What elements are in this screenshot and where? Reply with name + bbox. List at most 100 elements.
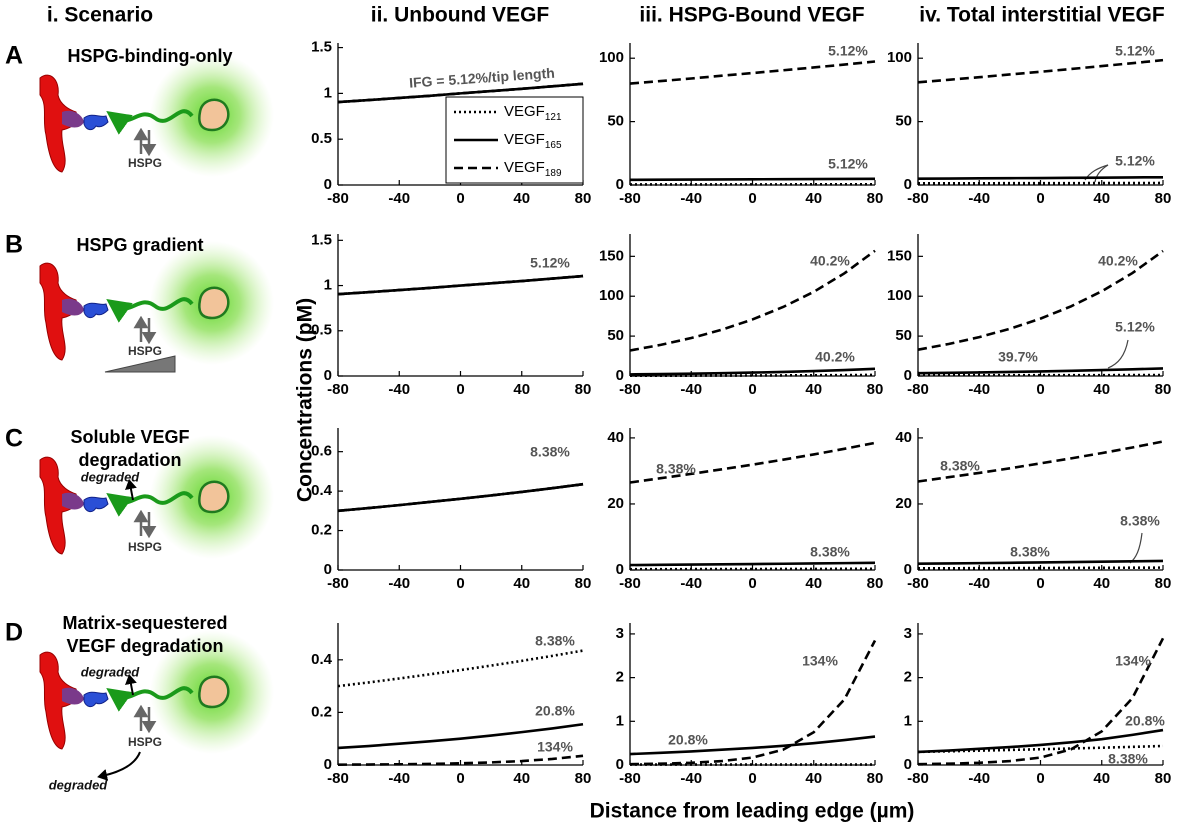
y-tick-label: 0	[616, 367, 624, 384]
x-tick-label: 40	[513, 770, 530, 787]
y-tick-label: 2	[616, 669, 624, 686]
y-tick-label: 40	[895, 429, 912, 446]
y-tick-label: 1	[324, 277, 332, 294]
y-tick-label: 50	[607, 113, 624, 130]
x-tick-label: 0	[1036, 190, 1044, 207]
annotation: 8.38%	[1108, 751, 1148, 767]
x-tick-label: -40	[968, 770, 990, 787]
x-tick-label: -40	[968, 190, 990, 207]
chart: 0 50 100 150 -80 -40 0 40 80 40.2% 40.2%	[599, 234, 883, 398]
data-line	[917, 58, 1164, 84]
y-tick-label: 100	[887, 287, 912, 304]
y-tick-label: 0	[904, 367, 912, 384]
annotation: 8.38%	[1120, 513, 1160, 529]
y-axis-label: Concentrations (pM)	[294, 298, 317, 502]
annotation: 20.8%	[535, 703, 575, 719]
data-line	[337, 649, 584, 688]
chart: 0 1 2 3 -80 -40 0 40 80 134% 20.8% 8.38%	[904, 623, 1172, 787]
x-tick-label: 0	[456, 381, 464, 398]
y-tick-label: 100	[599, 49, 624, 66]
y-tick-label: 0	[616, 756, 624, 773]
diagram-label: HSPG	[128, 735, 162, 749]
y-tick-label: 1	[616, 712, 624, 729]
x-tick-label: 80	[575, 381, 592, 398]
y-tick-label: 50	[895, 113, 912, 130]
x-tick-label: -80	[327, 770, 349, 787]
x-tick-label: 80	[1155, 770, 1172, 787]
data-line	[629, 367, 876, 376]
diagram-label: HSPG	[128, 156, 162, 170]
chart: 0 0.2 0.4 0.6 -80 -40 0 40 80 8.38%	[311, 428, 591, 592]
data-line	[917, 367, 1164, 375]
chart: 0 50 100 -80 -40 0 40 80 5.12% 5.12%	[887, 43, 1171, 207]
diagram-label: degraded	[49, 777, 109, 792]
annotation: 40.2%	[815, 349, 855, 365]
x-tick-label: 80	[867, 381, 884, 398]
column-header: i. Scenario	[47, 4, 153, 27]
data-line	[917, 249, 1164, 351]
x-tick-label: 40	[513, 575, 530, 592]
annotation: 40.2%	[810, 253, 850, 269]
x-tick-label: -80	[907, 190, 929, 207]
x-tick-label: 0	[748, 770, 756, 787]
annotation: 8.38%	[530, 444, 570, 460]
diagram-label: degraded	[81, 664, 141, 679]
data-line	[917, 175, 1164, 180]
x-tick-label: 40	[805, 575, 822, 592]
annotation: 20.8%	[1125, 713, 1165, 729]
data-line	[917, 559, 1164, 566]
x-tick-label: 0	[748, 575, 756, 592]
y-tick-label: 0.2	[311, 703, 332, 720]
x-tick-label: -80	[907, 575, 929, 592]
data-line	[629, 735, 876, 756]
x-tick-label: -40	[388, 575, 410, 592]
x-axis-label: Distance from leading edge (µm)	[590, 800, 915, 823]
x-tick-label: -80	[619, 770, 641, 787]
data-line	[337, 482, 584, 513]
y-tick-label: 0	[904, 176, 912, 193]
x-tick-label: 80	[867, 770, 884, 787]
annotation: 5.12%	[1115, 153, 1155, 169]
x-tick-label: -80	[327, 575, 349, 592]
x-tick-label: -80	[327, 190, 349, 207]
x-tick-label: 40	[805, 190, 822, 207]
chart: 0 50 100 150 -80 -40 0 40 80 40.2% 5.12% 39.7%	[887, 234, 1171, 398]
x-tick-label: 80	[575, 770, 592, 787]
x-tick-label: 80	[1155, 575, 1172, 592]
y-tick-label: 0	[616, 561, 624, 578]
data-line	[337, 82, 584, 104]
x-tick-label: 0	[748, 381, 756, 398]
scenario-diagrams	[40, 53, 274, 781]
x-tick-label: 40	[513, 381, 530, 398]
scenario-title: Matrix-sequestered	[62, 613, 227, 633]
x-tick-label: 80	[867, 190, 884, 207]
y-tick-label: 150	[887, 247, 912, 264]
scenario-title: VEGF degradation	[66, 636, 223, 656]
x-tick-label: 0	[1036, 381, 1044, 398]
annotation: 134%	[802, 653, 838, 669]
row-letter: B	[5, 231, 23, 259]
annotation: 134%	[1115, 653, 1151, 669]
y-tick-label: 0	[324, 367, 332, 384]
x-tick-label: 0	[1036, 770, 1044, 787]
annotation: 8.38%	[940, 458, 980, 474]
y-tick-label: 0.5	[311, 130, 332, 147]
x-tick-label: 40	[805, 381, 822, 398]
annotation: 5.12%	[530, 255, 570, 271]
chart: 0 0.5 1 1.5 -80 -40 0 40 80 5.12%	[311, 231, 591, 398]
annotation: 8.38%	[535, 633, 575, 649]
annotation: 134%	[537, 739, 573, 755]
x-tick-label: -40	[680, 770, 702, 787]
x-tick-label: 80	[575, 575, 592, 592]
data-line	[337, 722, 584, 750]
y-tick-label: 20	[895, 495, 912, 512]
data-line	[337, 274, 584, 296]
row-letter: D	[5, 619, 23, 647]
x-tick-label: 40	[1093, 770, 1110, 787]
column-header: iv. Total interstitial VEGF	[919, 4, 1165, 27]
y-tick-label: 0	[904, 561, 912, 578]
y-tick-label: 50	[607, 327, 624, 344]
y-tick-label: 20	[607, 495, 624, 512]
chart: 0 0.2 0.4 -80 -40 0 40 80 8.38% 20.8% 134%	[311, 623, 591, 787]
x-tick-label: 40	[1093, 575, 1110, 592]
